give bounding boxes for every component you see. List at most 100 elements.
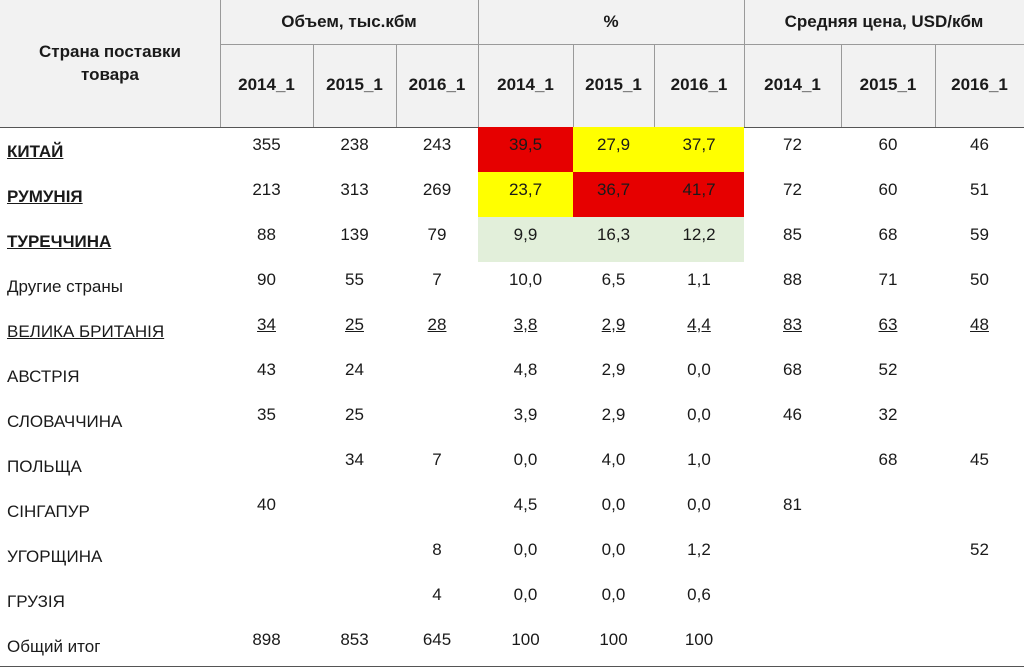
header-divider [220, 0, 221, 127]
cell-value: 213 [252, 179, 281, 199]
header-divider [220, 44, 1024, 45]
percent-cell: 10,0 [478, 262, 573, 307]
percent-cell: 0,0 [573, 577, 654, 622]
cell-value: 16,3 [596, 224, 631, 244]
percent-cell: 0,0 [478, 577, 573, 622]
cell-value: 1,0 [687, 449, 711, 469]
price-cell: 50 [935, 262, 1024, 307]
year-header: 2014_1 [238, 75, 295, 95]
cell-value: 2,9 [601, 314, 626, 334]
cell-value: 88 [257, 224, 276, 244]
cell-value: 52 [970, 539, 989, 559]
cell-value: 50 [970, 269, 989, 289]
cell-value: 3,8 [513, 314, 538, 334]
volume-cell: 7 [396, 442, 478, 487]
volume-cell [313, 532, 396, 577]
cell-value: 88 [783, 269, 802, 289]
cell-value: 10,0 [508, 269, 543, 289]
country-name: ВЕЛИКА БРИТАНІЯ [7, 322, 165, 341]
volume-cell [396, 487, 478, 532]
price-cell: 52 [935, 532, 1024, 577]
table-row: ПОЛЬЩА 34 7 0,0 4,0 1,0 68 45 [0, 442, 1024, 487]
year-header: 2014_1 [497, 75, 554, 95]
cell-value: 34 [345, 449, 364, 469]
cell-value: 100 [511, 629, 540, 649]
cell-value: 41,7 [682, 179, 716, 199]
percent-cell: 3,8 [478, 307, 573, 352]
volume-cell [396, 352, 478, 397]
percent-cell: 23,7 [478, 172, 573, 217]
cell-value: 645 [422, 629, 452, 649]
price-cell: 45 [935, 442, 1024, 487]
price-cell: 46 [744, 397, 841, 442]
volume-cell: 4 [396, 577, 478, 622]
cell-value: 100 [599, 629, 628, 649]
volume-cell: 213 [220, 172, 313, 217]
cell-value: 3,9 [513, 404, 538, 424]
volume-cell: 8 [396, 532, 478, 577]
cell-value: 48 [970, 314, 989, 334]
price-cell [744, 577, 841, 622]
percent-cell: 1,1 [654, 262, 744, 307]
cell-value: 23,7 [508, 179, 543, 199]
volume-cell: 139 [313, 217, 396, 262]
cell-value: 36,7 [596, 179, 631, 199]
country-name: АВСТРІЯ [7, 367, 80, 386]
percent-cell: 0,0 [573, 487, 654, 532]
cell-value: 55 [345, 269, 364, 289]
cell-value: 4,8 [513, 359, 538, 379]
percent-cell: 0,6 [654, 577, 744, 622]
price-cell: 83 [744, 307, 841, 352]
volume-cell: 34 [313, 442, 396, 487]
country-name: УГОРЩИНА [7, 547, 103, 566]
country-name: Общий итог [7, 637, 101, 656]
table-row: Другие страны 90 55 7 10,0 6,5 1,1 88 71 50 [0, 262, 1024, 307]
cell-value: 72 [783, 179, 802, 199]
table-row: Общий итог 898 853 645 100 100 100 [0, 622, 1024, 667]
percent-cell: 36,7 [573, 172, 654, 217]
price-cell [935, 622, 1024, 667]
table-row: ГРУЗІЯ 4 0,0 0,0 0,6 [0, 577, 1024, 622]
percent-group-header: % [603, 11, 619, 31]
year-header: 2016_1 [670, 75, 728, 95]
price-cell: 85 [744, 217, 841, 262]
price-cell: 60 [841, 127, 935, 172]
header-divider [313, 44, 314, 127]
price-cell: 46 [935, 127, 1024, 172]
percent-cell: 100 [478, 622, 573, 667]
table-row: РУМУНІЯ 213 313 269 23,7 36,7 41,7 72 60 51 [0, 172, 1024, 217]
percent-cell: 1,2 [654, 532, 744, 577]
cell-value: 139 [340, 224, 369, 244]
price-cell [744, 622, 841, 667]
cell-value: 243 [422, 134, 452, 154]
year-header: 2014_1 [764, 75, 821, 95]
cell-value: 238 [340, 134, 369, 154]
percent-cell: 4,8 [478, 352, 573, 397]
volume-cell: 24 [313, 352, 396, 397]
volume-cell: 898 [220, 622, 313, 667]
volume-cell: 25 [313, 397, 396, 442]
year-header: 2015_1 [859, 75, 917, 95]
header-divider [935, 44, 936, 127]
header-divider [478, 0, 479, 127]
country-name: Другие страны [7, 277, 123, 296]
percent-cell: 100 [573, 622, 654, 667]
country-name: КИТАЙ [7, 142, 64, 161]
year-header: 2015_1 [585, 75, 642, 95]
cell-value: 43 [257, 359, 276, 379]
volume-cell: 853 [313, 622, 396, 667]
volume-cell: 35 [220, 397, 313, 442]
percent-cell: 4,5 [478, 487, 573, 532]
volume-cell: 40 [220, 487, 313, 532]
percent-cell: 41,7 [654, 172, 744, 217]
percent-cell: 0,0 [654, 352, 744, 397]
cell-value: 0,0 [513, 539, 538, 559]
cell-value: 898 [252, 629, 281, 649]
percent-cell: 0,0 [654, 397, 744, 442]
table-row: УГОРЩИНА 8 0,0 0,0 1,2 52 [0, 532, 1024, 577]
cell-value: 59 [970, 224, 989, 244]
cell-value: 0,0 [687, 359, 711, 379]
year-header: 2016_1 [951, 75, 1008, 95]
percent-cell: 0,0 [573, 532, 654, 577]
table-row: ТУРЕЧЧИНА 88 139 79 9,9 16,3 12,2 85 68 59 [0, 217, 1024, 262]
